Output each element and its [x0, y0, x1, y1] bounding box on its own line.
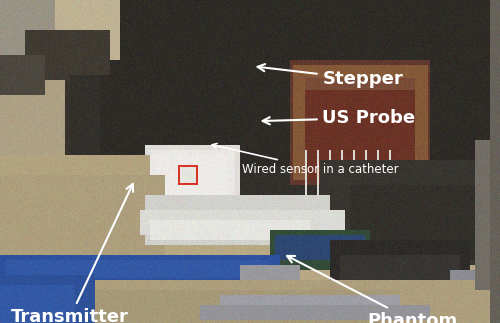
Text: Stepper: Stepper — [258, 64, 403, 88]
Text: Transmitter: Transmitter — [11, 184, 133, 323]
Text: Phantom: Phantom — [287, 256, 458, 323]
Text: US Probe: US Probe — [262, 109, 416, 127]
Text: Wired sensor in a catheter: Wired sensor in a catheter — [212, 143, 399, 176]
